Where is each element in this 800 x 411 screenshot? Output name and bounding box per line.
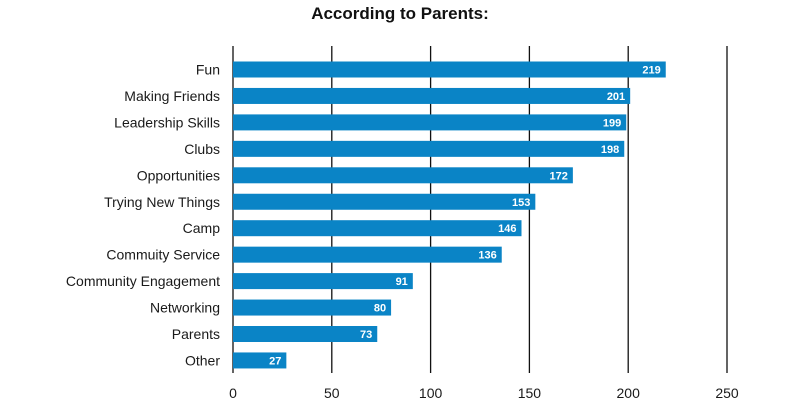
bar <box>233 193 536 210</box>
category-label: Other <box>185 352 220 368</box>
bar <box>233 299 392 316</box>
bar <box>233 61 666 78</box>
x-tick-label: 150 <box>518 385 542 401</box>
category-label: Leadership Skills <box>114 114 220 130</box>
data-label: 136 <box>478 250 496 262</box>
x-tick-label: 100 <box>419 385 443 401</box>
data-label: 80 <box>374 303 386 315</box>
data-label: 91 <box>396 276 408 288</box>
bar <box>233 87 631 104</box>
data-label: 27 <box>269 355 281 367</box>
category-label: Parents <box>172 326 220 342</box>
category-label: Camp <box>183 220 221 236</box>
category-label: Networking <box>150 300 220 316</box>
category-label: Opportunities <box>137 167 220 183</box>
category-label: Making Friends <box>124 88 220 104</box>
category-label: Clubs <box>184 141 220 157</box>
bar <box>233 140 625 157</box>
x-tick-label: 200 <box>617 385 641 401</box>
bar <box>233 167 573 184</box>
category-label: Fun <box>196 62 220 78</box>
bars: 219 201 199 198 172 153 146 136 91 80 73 27 <box>233 61 666 369</box>
data-label: 146 <box>498 223 516 235</box>
category-labels: Fun Making Friends Leadership Skills Clubs O… <box>66 62 220 369</box>
bar <box>233 326 378 342</box>
category-label: Commuity Service <box>106 247 220 263</box>
data-label: 201 <box>607 91 625 103</box>
bar <box>233 246 502 263</box>
data-label: 153 <box>512 197 530 209</box>
bar <box>233 114 627 131</box>
category-label: Trying New Things <box>104 194 220 210</box>
bar <box>233 220 522 237</box>
data-label: 73 <box>360 329 372 341</box>
data-label: 172 <box>550 170 568 182</box>
x-tick-label: 250 <box>715 385 739 401</box>
x-tick-label: 0 <box>229 385 237 401</box>
bar <box>233 273 413 290</box>
category-label: Community Engagement <box>66 273 220 289</box>
bar <box>233 352 287 369</box>
data-label: 198 <box>601 144 619 156</box>
chart-title: According to Parents: <box>311 4 489 23</box>
x-axis-ticks: 0 50 100 150 200 250 <box>229 385 739 401</box>
x-tick-label: 50 <box>324 385 340 401</box>
data-label: 219 <box>642 65 660 77</box>
data-label: 199 <box>603 117 621 129</box>
